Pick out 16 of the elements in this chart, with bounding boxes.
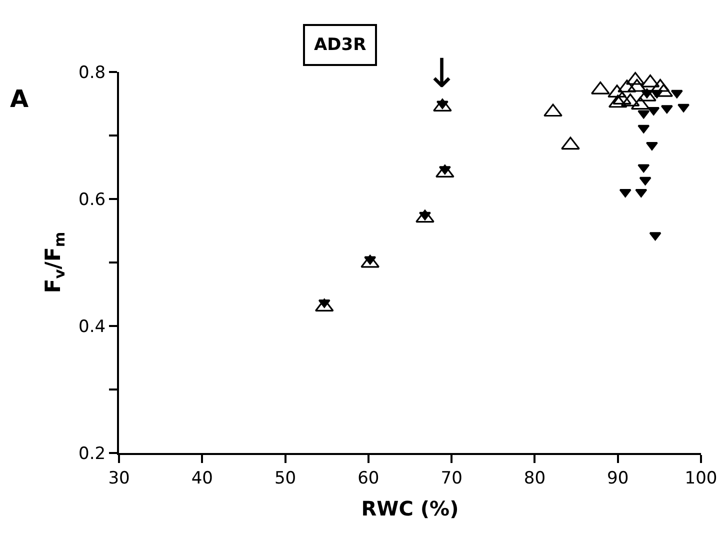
- x-tick-label: 60: [358, 468, 380, 488]
- y-tick-label: 0.4: [78, 316, 106, 337]
- y-tick-label: 0.2: [78, 444, 106, 464]
- x-tick-label: 90: [607, 468, 629, 488]
- x-tick-label: 80: [524, 468, 546, 488]
- chart-title: AD3R: [314, 35, 366, 55]
- x-tick-label: 30: [108, 468, 130, 488]
- x-tick-label: 100: [684, 468, 718, 488]
- y-tick-label: 0.8: [78, 62, 106, 83]
- y-tick-label: 0.6: [78, 190, 106, 210]
- text: A: [10, 85, 29, 113]
- x-tick-label: 50: [274, 468, 296, 488]
- x-axis-title: RWC (%): [361, 496, 459, 520]
- x-tick-label: 40: [191, 468, 213, 488]
- x-tick-label: 70: [440, 468, 462, 488]
- annotation: ↓: [425, 51, 459, 97]
